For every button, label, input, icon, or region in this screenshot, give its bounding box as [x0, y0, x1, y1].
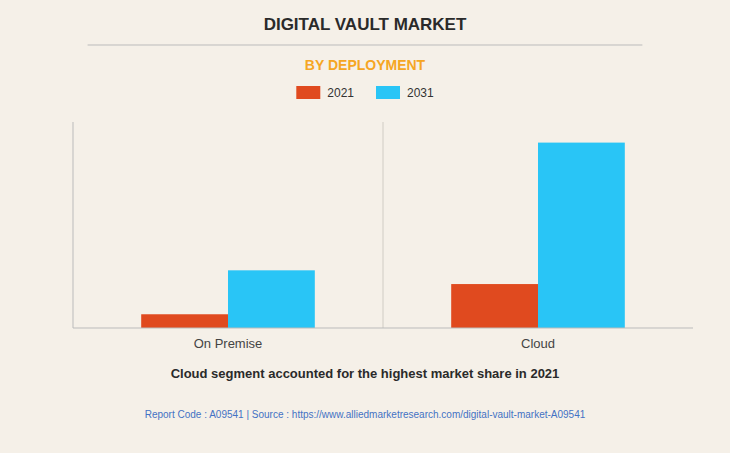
legend-swatch: [376, 86, 400, 99]
x-tick-label: On Premise: [194, 336, 263, 351]
bar: [538, 143, 625, 328]
legend-item: 2021: [296, 86, 354, 100]
bar: [451, 284, 538, 328]
legend-swatch: [296, 86, 320, 99]
title: DIGITAL VAULT MARKET: [264, 15, 467, 34]
bar: [141, 314, 228, 328]
chart-container: DIGITAL VAULT MARKET BY DEPLOYMENT 2021 203…: [0, 0, 730, 453]
legend-label: 2031: [407, 86, 434, 100]
title-separator: [88, 45, 643, 46]
x-axis-line: [73, 328, 693, 329]
bar: [228, 270, 315, 328]
legend-label: 2021: [327, 86, 354, 100]
chart-svg: DIGITAL VAULT MARKET BY DEPLOYMENT 2021 203…: [0, 0, 730, 453]
group-separator: [383, 122, 384, 328]
y-axis-line: [73, 122, 74, 328]
footer: Cloud segment accounted for the highest …: [171, 366, 560, 381]
source: Report Code : A09541 | Source : https://…: [145, 409, 586, 420]
background: [0, 0, 730, 453]
legend-item: 2031: [376, 86, 434, 100]
page: {"chart_data": {"type": "bar", "title": …: [0, 0, 730, 453]
subtitle: BY DEPLOYMENT: [305, 57, 426, 73]
bars: [141, 143, 625, 328]
x-tick-label: Cloud: [521, 336, 555, 351]
legend: 2021 2031: [296, 86, 434, 100]
